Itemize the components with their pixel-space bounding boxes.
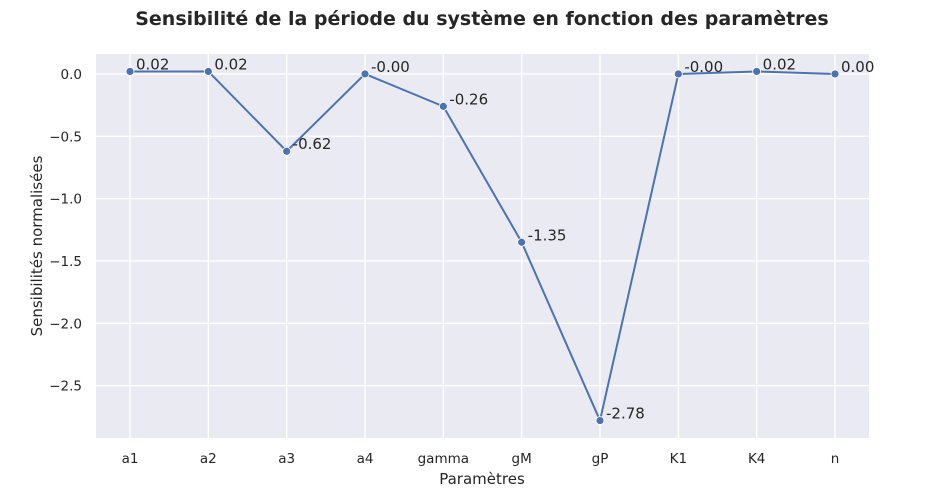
data-label: 0.02 <box>763 55 796 73</box>
data-label: 0.02 <box>214 55 247 73</box>
x-tick-label: gM <box>512 451 532 467</box>
data-label: -1.35 <box>528 226 567 244</box>
plot-area <box>96 54 869 438</box>
data-label: -0.26 <box>449 90 488 108</box>
x-tick-label: a3 <box>278 451 295 467</box>
x-tick-label: a1 <box>122 451 139 467</box>
data-point <box>125 67 135 76</box>
x-axis-ticks: a1 a2 a3 a4 gamma gM gP K1 K4 n <box>122 451 840 467</box>
y-axis-ticks: 0.0 −0.5 −1.0 −1.5 −2.0 −2.5 <box>49 67 82 395</box>
chart-title: Sensibilité de la période du système en … <box>135 8 829 30</box>
data-label: -0.00 <box>371 58 410 76</box>
data-point <box>595 416 605 425</box>
series-line <box>130 70 836 422</box>
x-tick-label: gP <box>592 451 609 467</box>
x-tick-label: K4 <box>748 451 765 467</box>
data-point <box>360 69 370 79</box>
data-label: 0.02 <box>136 55 169 73</box>
y-tick-label: −0.5 <box>49 129 82 145</box>
data-point <box>752 67 762 76</box>
series-sensibilites <box>125 67 840 425</box>
data-label: -0.62 <box>293 135 332 153</box>
data-label: 0.00 <box>841 58 874 76</box>
x-tick-label: a2 <box>200 451 217 467</box>
data-label: -0.00 <box>684 58 723 76</box>
y-tick-label: 0.0 <box>61 67 82 83</box>
data-labels: 0.02 0.02 -0.62 -0.00 -0.26 -1.35 -2.78 -0.00 0.… <box>136 55 874 422</box>
data-point <box>203 67 213 76</box>
y-axis-label: Sensibilités normalisées <box>28 155 46 336</box>
x-axis-label: Paramètres <box>439 470 525 488</box>
x-tick-label: a4 <box>357 451 374 467</box>
data-label: -2.78 <box>606 405 645 423</box>
x-tick-label: K1 <box>670 451 687 467</box>
y-tick-label: −1.5 <box>49 254 82 270</box>
data-point <box>282 146 292 156</box>
y-tick-label: −2.0 <box>49 316 82 332</box>
data-point <box>438 101 448 111</box>
grid-lines <box>96 54 869 438</box>
data-point <box>830 69 840 79</box>
x-tick-label: n <box>831 451 840 467</box>
data-point <box>673 69 683 79</box>
y-tick-label: −2.5 <box>49 379 82 395</box>
x-tick-label: gamma <box>418 451 469 467</box>
y-tick-label: −1.0 <box>49 192 82 208</box>
data-point <box>517 237 527 247</box>
